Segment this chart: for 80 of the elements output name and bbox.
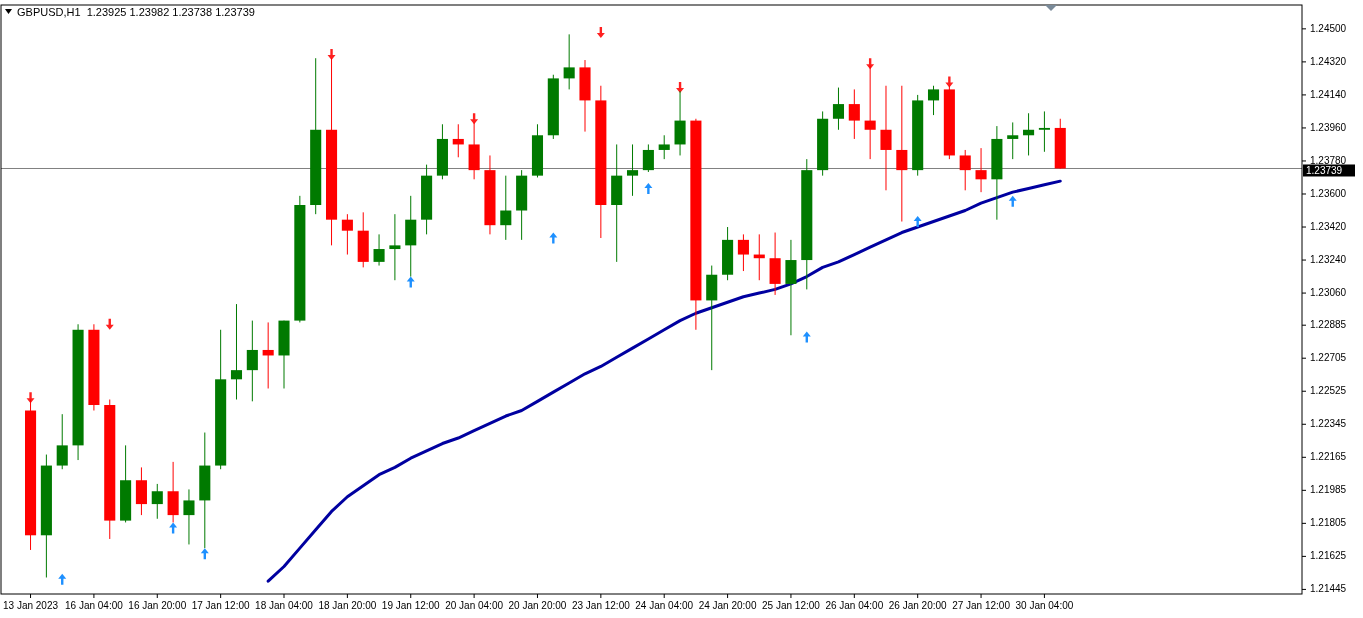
candlestick [626,143,639,197]
point [327,49,336,61]
candlestick [373,233,385,267]
x-tick-label: 30 Jan 04:00 [1015,600,1074,611]
point [945,76,954,88]
candlestick [135,466,147,516]
candlestick [642,143,654,173]
x-tick-label: 20 Jan 04:00 [445,600,504,611]
y-tick-label: 1.21625 [1310,550,1347,562]
x-tick-label: 26 Jan 20:00 [888,600,948,611]
y-tick-label: 1.23240 [1310,254,1347,266]
x-tick-label: 17 Jan 12:00 [191,600,250,611]
x-tick-label: 26 Jan 04:00 [825,600,884,611]
candlestick [389,213,401,281]
x-tick-label: 18 Jan 04:00 [255,600,314,611]
point [58,573,67,585]
candlestick [452,123,464,158]
candlestick [56,413,68,470]
point [644,182,653,194]
candlestick [785,239,797,336]
x-tick-label: 20 Jan 20:00 [508,600,567,611]
candlestick [1023,112,1035,156]
candlestick [262,321,274,389]
y-tick-label: 1.23960 [1310,121,1347,133]
candlestick [896,85,908,223]
point [470,113,479,125]
candlestick [246,320,258,402]
y-tick-label: 1.23420 [1310,221,1347,233]
point [26,392,35,404]
line-series [266,179,1062,583]
point [1008,195,1017,207]
x-tick-label: 18 Jan 20:00 [318,600,377,611]
candlestick [959,149,971,191]
point [406,276,415,288]
candlestick [1007,121,1019,160]
y-tick-label: 1.24140 [1310,88,1347,100]
y-tick-label: 1.22705 [1310,352,1347,364]
candlestick [563,33,575,90]
chart-title: GBPUSD,H1 1.23925 1.23982 1.23738 1.23739 [17,6,255,18]
y-tick-label: 1.22345 [1310,418,1347,430]
x-tick-label: 25 Jan 12:00 [762,600,821,611]
y-tick-label: 1.21985 [1310,484,1347,496]
y-tick-label: 1.22885 [1310,319,1347,331]
candlestick [1038,110,1050,153]
candlestick [230,303,243,400]
x-tick-label: 24 Jan 04:00 [635,600,694,611]
x-tick-label: 24 Jan 20:00 [698,600,757,611]
candlestick [500,175,512,241]
y-tick-label: 1.21805 [1310,517,1347,529]
x-tick-label: 16 Jan 04:00 [65,600,124,611]
y-tick-label: 1.22525 [1310,385,1347,397]
y-tick-label: 1.23600 [1310,187,1347,199]
candlestick [832,87,845,131]
candlestick [658,134,670,160]
candlestick [737,233,749,272]
y-tick-label: 1.23060 [1310,287,1347,299]
point [549,232,558,244]
candlestick [927,85,940,116]
candlestick [167,461,179,523]
x-tick-label: 27 Jan 12:00 [952,600,1011,611]
candlestick [341,213,353,256]
candlestick [975,147,987,193]
point [596,27,605,39]
candlestick [151,483,163,520]
x-tick-label: 16 Jan 20:00 [128,600,187,611]
y-tick-label: 1.23780 [1310,154,1347,166]
ref-line-label: 1.23739 [1306,165,1343,177]
candlestick [183,488,195,545]
candlestick [848,88,860,140]
point [913,216,922,228]
y-tick-label: 1.21445 [1310,583,1347,595]
point [200,548,209,560]
x-tick-label: 23 Jan 12:00 [571,600,631,611]
y-tick-label: 1.22165 [1310,451,1347,463]
y-tick-label: 1.24500 [1310,22,1347,34]
candlestick [880,85,892,191]
point [802,331,811,343]
x-tick-label: 13 Jan 2023 [3,600,59,611]
y-tick-label: 1.24320 [1310,55,1347,67]
x-tick-label: 19 Jan 12:00 [381,600,441,611]
